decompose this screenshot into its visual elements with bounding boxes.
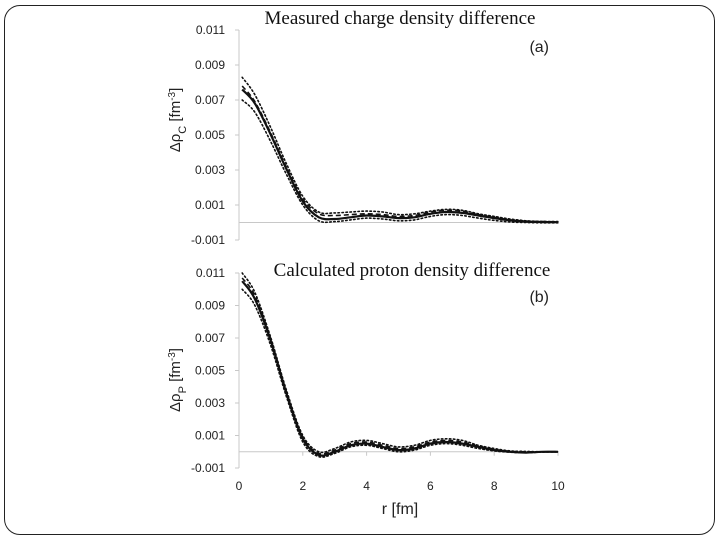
axes: -0.001 0.001 0.003 0.005 0.007 0.009 0.011 [191,23,558,247]
y-axis-label-exp: -3 [167,352,178,361]
slide-frame [4,5,715,535]
x-tick-label: 8 [491,479,498,493]
y-tick-label: 0.001 [195,429,225,443]
series-line-dotted-3 [241,99,559,224]
panel-label: (b) [529,289,549,306]
y-axis-label-exp: -3 [167,91,178,100]
chart-calculated-proton-density: Calculated proton density difference (b)… [167,260,565,518]
y-axis-label: ΔρP [fm-3] [167,348,190,412]
x-tick-label: 10 [551,479,565,493]
panel-label: (a) [529,39,549,56]
y-axis-label-sub: P [177,386,189,393]
x-tick-label: 0 [236,479,243,493]
chart-title: Calculated proton density difference [274,260,551,281]
y-axis-label-main: Δρ [167,134,184,153]
y-tick-label: 0.007 [195,331,225,345]
chart-measured-charge-density: Measured charge density difference (a) Δ… [167,8,559,247]
series-line-dashed-1 [241,277,559,455]
y-tick-label: 0.005 [195,364,225,378]
series-line-dotted-2 [241,272,559,454]
x-tick-label: 4 [363,479,370,493]
y-tick-label: 0.009 [195,58,225,72]
y-tick-label: -0.001 [191,233,225,247]
y-tick-label: 0.005 [195,128,225,142]
y-axis-label-unit: [fm [167,361,184,386]
y-axis-label-unit: [fm [167,101,184,126]
series-line-solid-0 [241,88,559,224]
series-line-dashed-1 [241,85,559,223]
series-line-solid-0 [241,280,559,457]
series-group [241,76,559,224]
series-line-dotted-3 [241,288,559,458]
y-tick-label: 0.007 [195,93,225,107]
y-tick-label: -0.001 [191,461,225,475]
series-group [241,272,559,458]
y-axis-label: ΔρC [fm-3] [167,88,190,153]
y-tick-label: 0.011 [196,23,225,37]
axes: -0.001 0.001 0.003 0.005 0.007 0.009 0.011 0 2 4 6… [191,266,565,493]
y-tick-label: 0.001 [195,198,225,212]
y-axis-label-close: ] [167,88,184,92]
y-axis-label-main: Δρ [167,393,184,412]
y-axis-label-sub: C [177,126,189,134]
y-tick-label: 0.009 [195,299,225,313]
series-line-dotted-2 [241,76,559,223]
x-tick-label: 2 [299,479,306,493]
y-tick-label: 0.011 [196,266,225,280]
x-axis-label: r [fm] [382,501,418,518]
x-tick-label: 6 [427,479,434,493]
y-tick-label: 0.003 [195,163,225,177]
chart-title: Measured charge density difference [265,8,536,29]
y-tick-label: 0.003 [195,396,225,410]
y-axis-label-close: ] [167,348,184,352]
